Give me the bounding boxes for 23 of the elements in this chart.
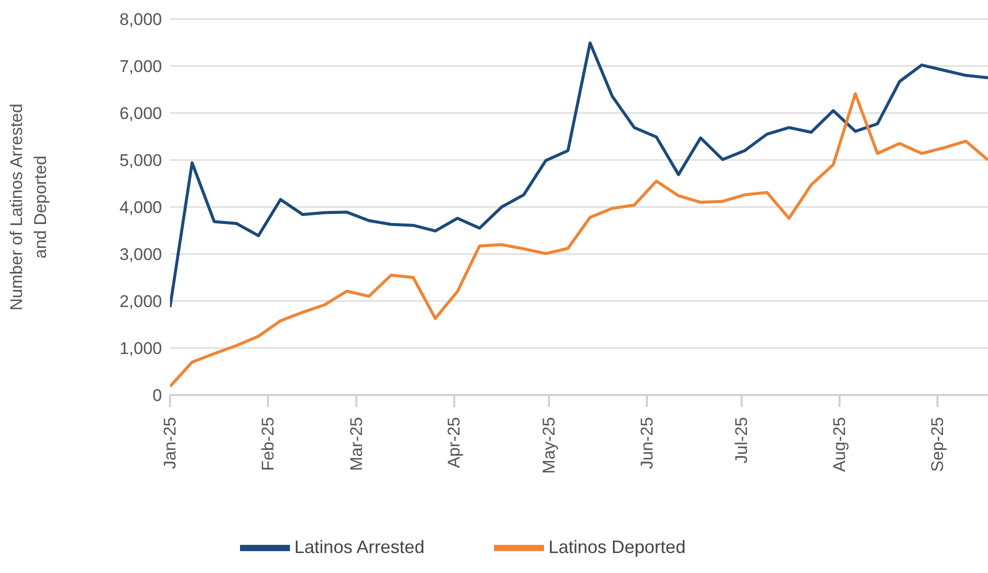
y-tick-label: 1,000 <box>119 339 162 358</box>
x-tick-label: Aug-25 <box>830 417 850 472</box>
x-tick-label: Jan-25 <box>160 417 180 469</box>
line-series <box>170 41 988 309</box>
legend-label: Latinos Deported <box>548 536 686 557</box>
x-tick-label: Sep-25 <box>928 417 947 472</box>
y-tick-label: 5,000 <box>119 151 162 170</box>
x-tick-label: Jun-25 <box>637 417 656 469</box>
x-tick-label: Mar-25 <box>346 417 366 471</box>
legend-label: Latinos Arrested <box>294 536 424 557</box>
y-tick-label: 4,000 <box>119 198 162 218</box>
x-tick-label: Jul-25 <box>732 417 752 464</box>
y-tick-label: 7,000 <box>119 57 162 76</box>
y-tick-label: 6,000 <box>119 104 162 124</box>
x-tick-label: Feb-25 <box>258 417 278 471</box>
y-tick-label: 0 <box>152 386 162 406</box>
y-tick-label: 3,000 <box>119 245 162 264</box>
x-tick-label: May-25 <box>539 417 558 474</box>
y-tick-label: 8,000 <box>119 10 162 30</box>
y-axis-title: Number of Latinos Arrested and Deported <box>7 104 50 310</box>
y-tick-label: 2,000 <box>119 292 162 312</box>
x-tick-label: Apr-25 <box>444 417 464 468</box>
line-series <box>170 92 988 388</box>
